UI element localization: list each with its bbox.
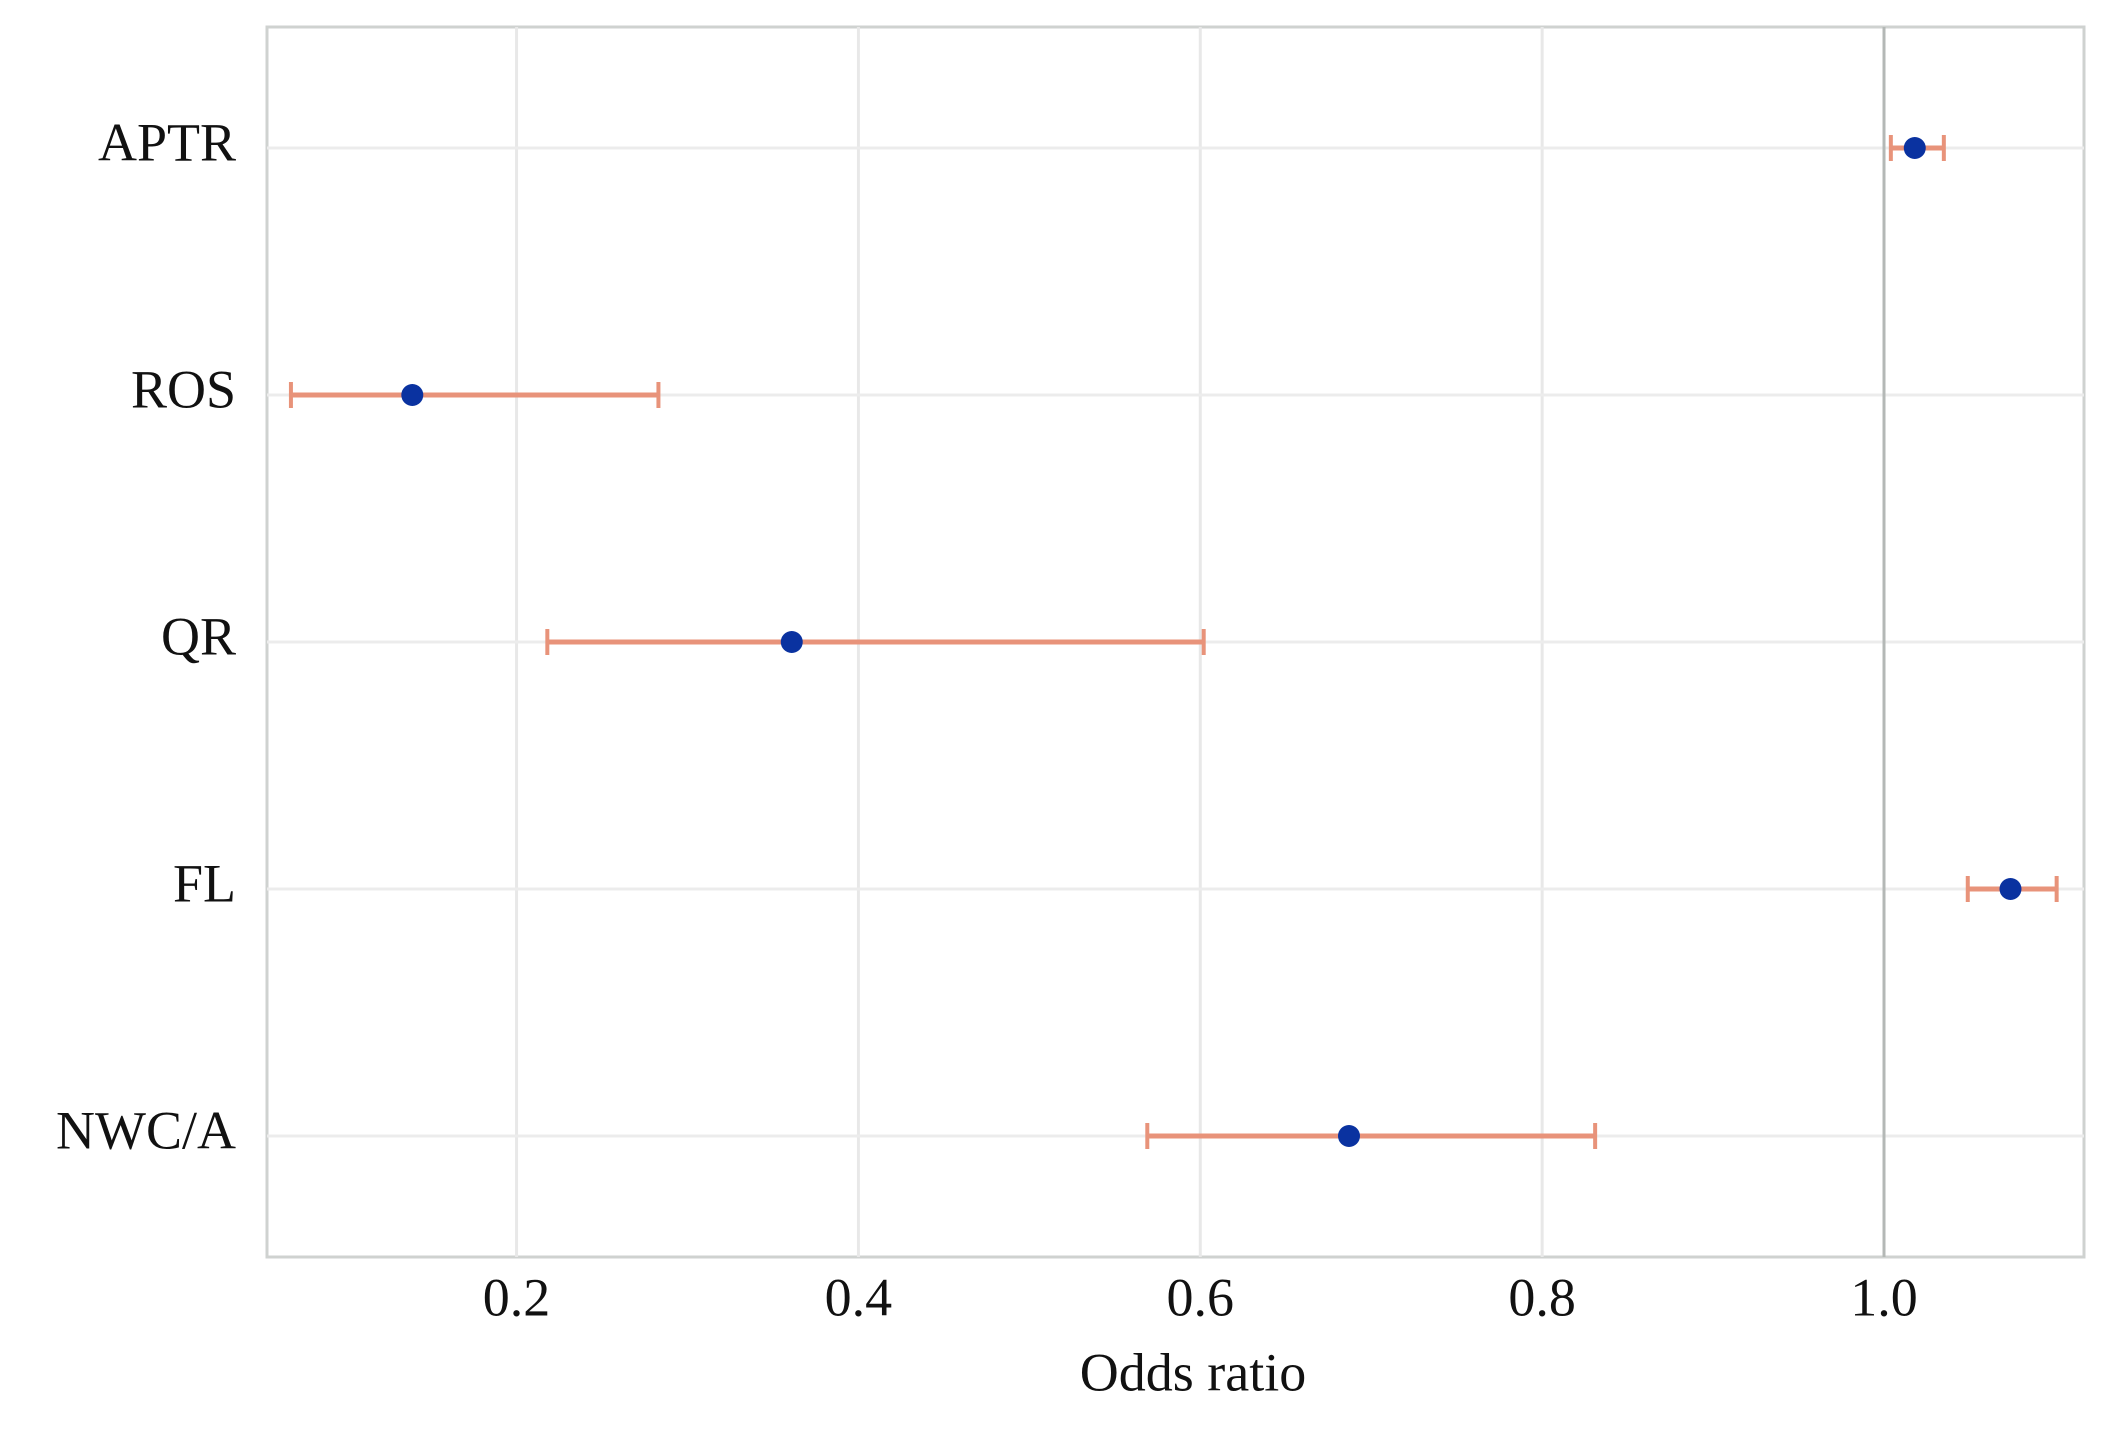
y-tick-label: NWC/A (56, 1100, 236, 1160)
x-tick-label: 0.4 (825, 1267, 893, 1327)
x-tick-label: 1.0 (1850, 1267, 1918, 1327)
point-estimate (1903, 137, 1926, 159)
y-tick-label: APTR (98, 112, 236, 172)
x-tick-label: 0.6 (1167, 1267, 1235, 1327)
y-tick-label: FL (173, 853, 236, 913)
y-tick-label: ROS (131, 359, 236, 419)
y-tick-label: QR (161, 606, 236, 666)
x-tick-label: 0.2 (483, 1267, 551, 1327)
x-axis-label: Odds ratio (1080, 1342, 1306, 1402)
point-estimate (1337, 1125, 1360, 1147)
point-estimate (1999, 878, 2022, 900)
x-tick-label: 0.8 (1508, 1267, 1576, 1327)
point-estimate (780, 631, 803, 653)
point-estimate (401, 384, 424, 406)
